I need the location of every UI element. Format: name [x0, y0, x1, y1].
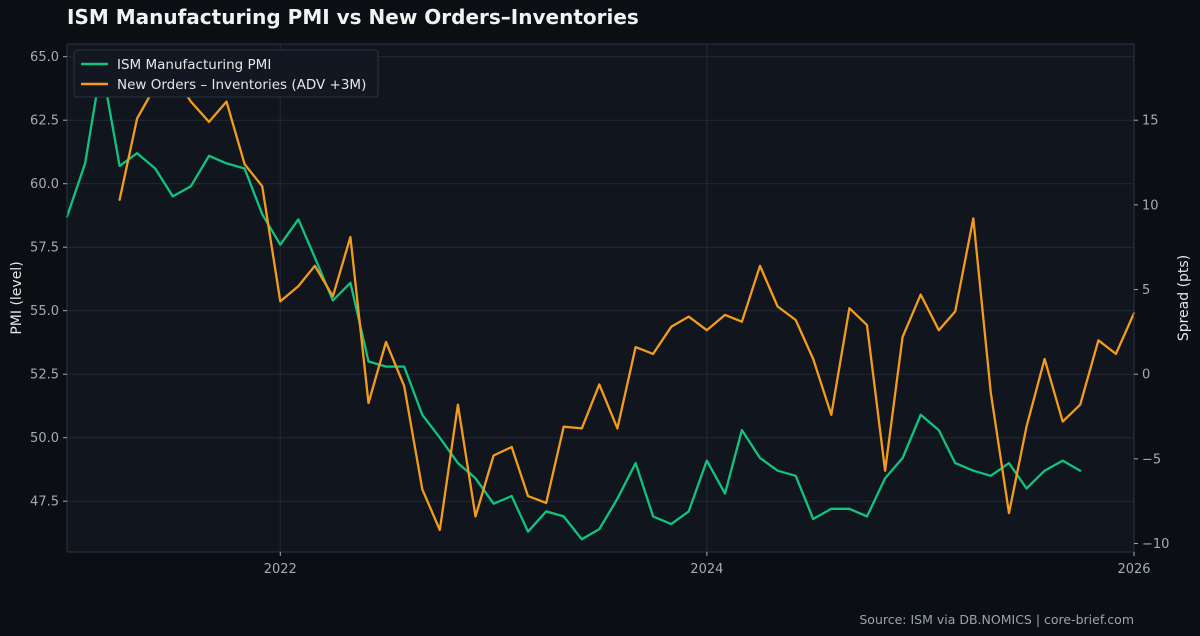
x-tick-label: 2026: [1117, 562, 1150, 577]
plot-frame: [66, 43, 1135, 553]
y-right-tick-label: −5: [1142, 452, 1161, 467]
axis-layer: 47.5 50.0 52.5 55.0 57.5 60.0 62.5 65.0 2022 2024…: [30, 50, 1169, 577]
y-right-tick-label: 15: [1142, 114, 1159, 129]
y-left-tick-label: 60.0: [30, 177, 59, 192]
y-axis-right-label: Spread (pts): [1176, 255, 1192, 341]
legend-box: [73, 49, 379, 98]
legend-label-spread: New Orders – Inventories (ADV +3M): [117, 77, 366, 93]
series-line-pmi: [65, 63, 1082, 541]
legend-label-pmi: ISM Manufacturing PMI: [117, 57, 271, 73]
series-layer: [65, 63, 1136, 541]
legend: ISM Manufacturing PMI New Orders – Inven…: [73, 49, 379, 98]
y-axis-left-label: PMI (level): [9, 261, 25, 334]
x-tick-label: 2022: [264, 562, 297, 577]
y-left-tick-label: 52.5: [30, 368, 59, 383]
plot-background: [67, 44, 1134, 552]
y-right-tick-label: 0: [1142, 368, 1150, 383]
y-left-tick-label: 57.5: [30, 241, 59, 256]
y-right-tick-label: 10: [1142, 198, 1159, 213]
y-right-tick-label: 5: [1142, 283, 1150, 298]
y-left-tick-label: 55.0: [30, 304, 59, 319]
chart-title: ISM Manufacturing PMI vs New Orders–Inve…: [67, 5, 639, 29]
source-note: Source: ISM via DB.NOMICS | core-brief.c…: [859, 612, 1134, 627]
y-right-tick-label: −10: [1142, 537, 1169, 552]
y-left-tick-label: 50.0: [30, 431, 59, 446]
y-left-tick-label: 62.5: [30, 114, 59, 129]
y-left-tick-label: 65.0: [30, 50, 59, 65]
y-left-tick-label: 47.5: [30, 495, 59, 510]
series-line-spread: [118, 73, 1136, 532]
x-tick-label: 2024: [690, 562, 723, 577]
